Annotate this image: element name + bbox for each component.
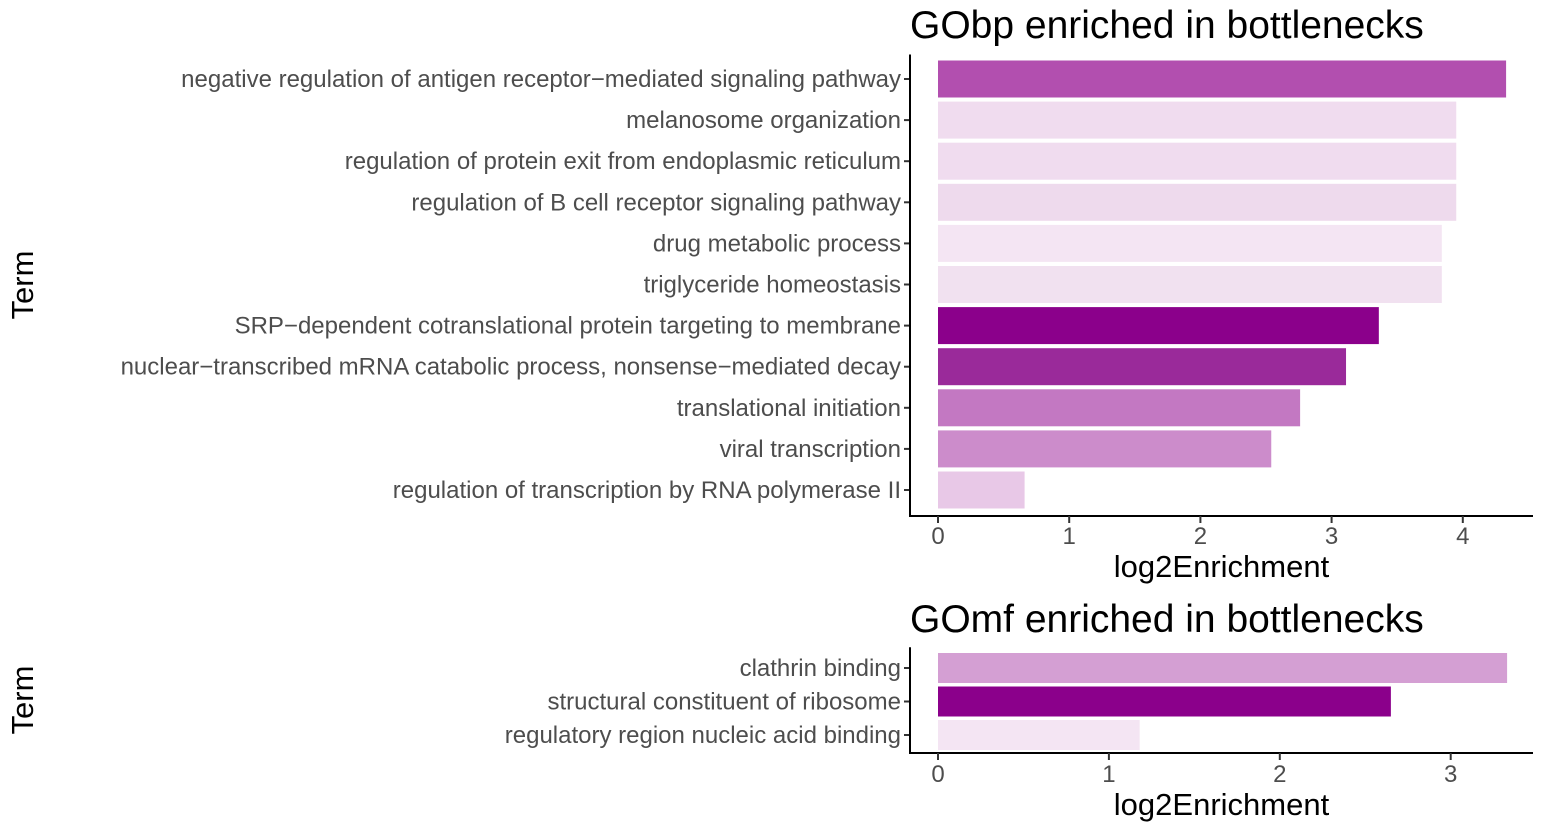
x-tick-label: 3 — [1325, 523, 1338, 550]
bar-10 — [938, 430, 1272, 468]
term-label: clathrin binding — [740, 655, 901, 682]
x-tick-label: 3 — [1444, 761, 1457, 788]
bar-8 — [938, 348, 1347, 386]
y-axis-title: Term — [5, 666, 40, 735]
bar-3 — [938, 142, 1457, 180]
x-tick-label: 0 — [931, 761, 944, 788]
bar-11 — [938, 471, 1025, 509]
term-label: regulation of B cell receptor signaling … — [411, 189, 901, 216]
term-label: translational initiation — [677, 395, 901, 422]
term-label: triglyceride homeostasis — [644, 272, 901, 299]
x-tick-label: 0 — [931, 523, 944, 550]
bar-7 — [938, 307, 1379, 345]
chart-title: GObp enriched in bottlenecks — [910, 4, 1424, 47]
x-axis-title: log2Enrichment — [1114, 787, 1330, 822]
chart-panel-1: GObp enriched in bottlenecks Term negative… — [5, 4, 1533, 584]
term-label: drug metabolic process — [653, 230, 901, 257]
bar-4 — [938, 183, 1457, 221]
term-label: SRP−dependent cotranslational protein ta… — [235, 313, 901, 340]
term-label: regulation of protein exit from endoplas… — [345, 148, 901, 175]
bar-5 — [938, 224, 1442, 262]
bar-3 — [938, 720, 1140, 750]
x-tick-label: 2 — [1194, 523, 1207, 550]
chart-title: GOmf enriched in bottlenecks — [910, 598, 1424, 641]
bar-2 — [938, 101, 1457, 139]
chart-panel-2: GOmf enriched in bottlenecks Term clathrin… — [5, 598, 1533, 822]
x-tick-label: 1 — [1063, 523, 1076, 550]
x-axis-title: log2Enrichment — [1114, 549, 1330, 584]
bar-9 — [938, 389, 1301, 427]
term-label: regulation of transcription by RNA polym… — [393, 477, 901, 504]
bar-1 — [938, 653, 1508, 683]
x-tick-label: 1 — [1102, 761, 1115, 788]
term-label: nuclear−transcribed mRNA catabolic proce… — [121, 354, 901, 381]
bar-1 — [938, 60, 1507, 98]
term-label: melanosome organization — [626, 107, 901, 134]
term-label: structural constituent of ribosome — [548, 689, 902, 716]
term-label: regulatory region nucleic acid binding — [505, 722, 901, 749]
term-label: viral transcription — [720, 436, 901, 463]
term-label: negative regulation of antigen receptor−… — [181, 66, 901, 93]
y-axis-title: Term — [5, 251, 40, 320]
bar-6 — [938, 266, 1442, 303]
x-tick-label: 2 — [1273, 761, 1286, 788]
bar-2 — [938, 686, 1391, 717]
x-tick-label: 4 — [1456, 523, 1469, 550]
